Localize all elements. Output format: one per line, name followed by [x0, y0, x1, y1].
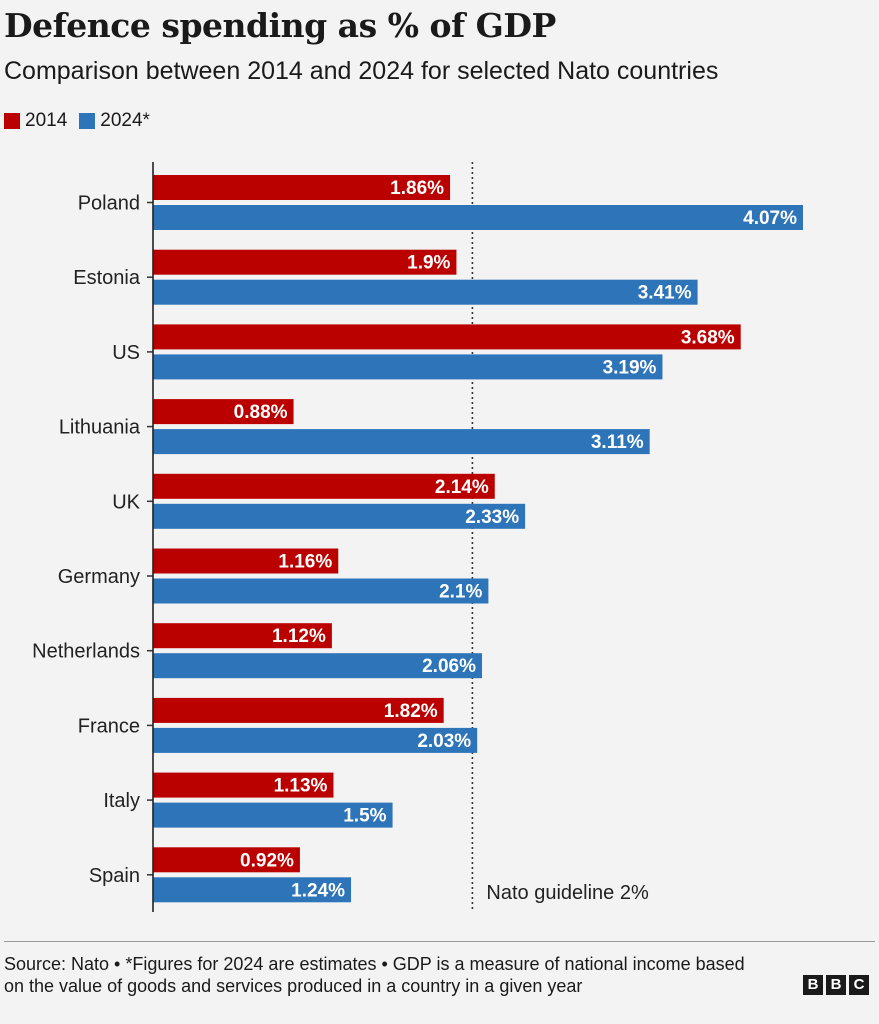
category-label: France — [78, 715, 140, 737]
category-label: Germany — [58, 566, 140, 588]
bar-2014 — [153, 847, 300, 873]
reference-line-label: Nato guideline 2% — [486, 882, 649, 904]
category-label: Spain — [89, 865, 140, 887]
logo-letter-2: B — [826, 975, 846, 995]
bar-2024 — [153, 877, 352, 903]
bar-2014 — [153, 399, 294, 425]
bbc-logo: B B C — [800, 975, 869, 995]
legend-label-2024: 2024* — [100, 110, 150, 131]
data-label: 0.88% — [234, 402, 288, 423]
data-label: 3.68% — [681, 327, 735, 348]
category-label: Italy — [103, 790, 140, 812]
category-label: UK — [112, 491, 140, 513]
data-label: 3.41% — [638, 283, 692, 304]
footer-source: Source: Nato • *Figures for 2024 are est… — [4, 954, 745, 996]
category-label: US — [112, 342, 140, 364]
legend: 2014 2024* — [4, 110, 162, 132]
bar-2014 — [153, 249, 457, 275]
category-label: Netherlands — [32, 641, 140, 663]
bar-2024 — [153, 354, 663, 380]
bar-2014 — [153, 324, 741, 350]
legend-swatch-2024 — [79, 113, 96, 129]
data-label: 1.13% — [274, 776, 328, 797]
data-label: 1.9% — [407, 253, 450, 274]
data-label: 1.12% — [272, 626, 326, 647]
category-label: Estonia — [73, 267, 141, 289]
bar-2024 — [153, 503, 526, 529]
data-label: 2.1% — [439, 582, 482, 603]
data-label: 1.24% — [291, 880, 345, 901]
data-label: 1.5% — [343, 806, 386, 827]
bar-2024 — [153, 727, 478, 753]
bar-2024 — [153, 653, 482, 679]
category-label: Poland — [78, 193, 140, 215]
category-label: Lithuania — [59, 417, 141, 439]
chart-subtitle: Comparison between 2014 and 2024 for sel… — [4, 57, 719, 85]
bar-2024 — [153, 205, 803, 230]
bar-2014 — [153, 772, 334, 798]
legend-label-2014: 2014 — [25, 110, 68, 131]
data-label: 1.86% — [390, 178, 444, 199]
footer-divider — [4, 941, 875, 942]
bar-2024 — [153, 578, 489, 604]
bar-2024 — [153, 802, 393, 828]
data-label: 1.82% — [384, 701, 438, 722]
data-label: 2.03% — [417, 731, 471, 752]
legend-item-2014: 2014 — [4, 110, 67, 132]
legend-swatch-2014 — [4, 113, 20, 129]
bar-chart: Nato guideline 2% Poland 1.86% 4.07% Estonia… — [32, 162, 803, 912]
bar-2014 — [153, 175, 451, 200]
data-label: 2.33% — [465, 507, 519, 528]
bar-2014 — [153, 697, 444, 723]
logo-letter-3: C — [849, 975, 869, 995]
bar-2024 — [153, 429, 650, 455]
data-label: 1.16% — [278, 552, 332, 573]
data-label: 3.19% — [603, 357, 657, 378]
bar-2024 — [153, 279, 698, 305]
bar-2014 — [153, 473, 495, 499]
data-label: 4.07% — [743, 208, 797, 229]
chart-title: Defence spending as % of GDP — [4, 6, 556, 45]
legend-item-2024: 2024* — [79, 110, 150, 132]
data-label: 3.11% — [591, 432, 644, 453]
data-label: 2.06% — [422, 656, 476, 677]
data-label: 0.92% — [240, 850, 294, 871]
logo-letter-1: B — [803, 975, 823, 995]
bar-2014 — [153, 548, 339, 574]
data-label: 2.14% — [435, 477, 489, 498]
bar-2014 — [153, 623, 332, 649]
